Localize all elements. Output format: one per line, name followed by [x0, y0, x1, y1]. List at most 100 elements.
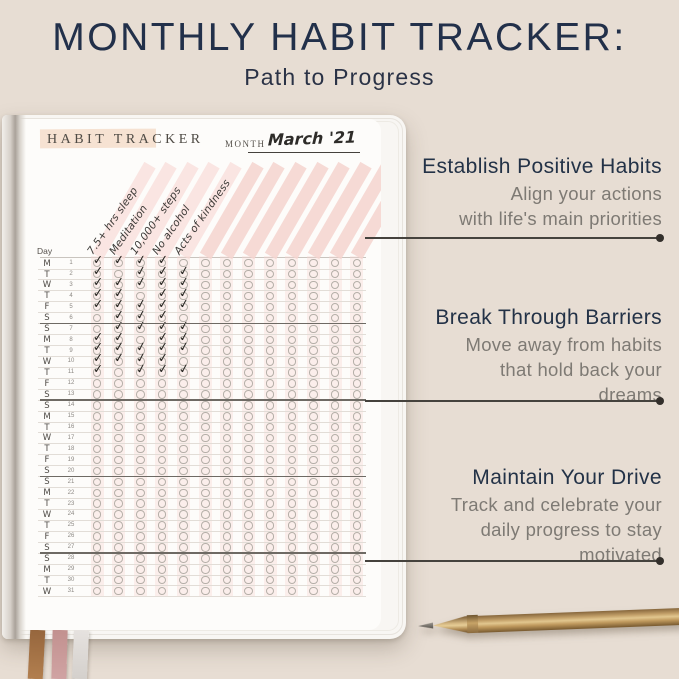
habit-circle [352, 477, 362, 487]
habit-circle [352, 554, 362, 563]
habit-circle [244, 302, 253, 312]
habit-circle [352, 280, 362, 290]
habit-circle [201, 455, 210, 465]
habit-circle [114, 565, 123, 574]
habit-circle [265, 401, 275, 410]
day-row: W 31 [38, 586, 366, 598]
habit-circle [244, 258, 253, 268]
habit-circle [92, 565, 102, 574]
habit-circle [201, 466, 210, 476]
day-number: 29 [67, 566, 75, 573]
annotation-heading: Break Through Barriers [435, 306, 662, 329]
habit-circle [287, 335, 297, 344]
habit-circle [265, 575, 275, 585]
day-of-week: S [44, 542, 50, 553]
habit-circle: ✓ [157, 284, 169, 300]
pointer-dot-icon [656, 397, 664, 405]
habit-circle: ✓ [178, 361, 191, 377]
day-number: 2 [69, 271, 73, 278]
habit-circle [136, 565, 145, 574]
habit-circle [136, 488, 145, 498]
habit-circle [157, 401, 167, 410]
habit-circle [201, 521, 210, 530]
week-separator-line [40, 552, 366, 554]
habit-circle [244, 477, 253, 487]
day-row: F 5 ✓ ✓ ✓ ✓ ✓ [38, 295, 366, 314]
check-mark-icon: ✓ [178, 338, 191, 356]
day-of-week: F [44, 455, 50, 466]
annotation-block: Maintain Your Drive Track and celebrate y… [342, 463, 662, 567]
habit-circle [309, 532, 318, 541]
annotation-text-line: Track and celebrate your [450, 494, 662, 515]
day-of-week: F [44, 302, 50, 313]
day-of-week: T [44, 499, 50, 510]
habit-circle [201, 258, 210, 268]
day-of-week: S [44, 389, 50, 400]
annotation-text-line: with life's main priorities [459, 208, 662, 229]
day-number: 5 [69, 303, 73, 310]
habit-circle [265, 521, 275, 530]
habit-circle [222, 554, 232, 563]
habit-circle: ✓ [178, 284, 191, 300]
day-of-week: T [44, 346, 50, 357]
habit-circle [309, 554, 318, 563]
habit-circle: ✓ [92, 328, 104, 344]
habit-circle [352, 433, 362, 443]
habit-circle [201, 291, 210, 301]
habit-circle [222, 412, 232, 421]
habit-circle: ✓ [157, 328, 169, 344]
day-of-week: W [42, 586, 52, 597]
habit-circle [114, 368, 123, 377]
check-mark-icon: ✓ [134, 273, 148, 290]
pointer-line [365, 237, 662, 239]
habit-circle [352, 346, 362, 355]
pen-cone [433, 616, 468, 634]
habit-circle [265, 422, 275, 432]
habit-circle [92, 521, 102, 530]
habit-circle [222, 258, 232, 268]
habit-circle [114, 521, 123, 530]
habit-circle [244, 346, 253, 355]
annotation-text-line: Align your actions [510, 183, 662, 204]
day-row: S 28 [38, 553, 366, 565]
day-of-week: T [44, 444, 50, 455]
day-number: 23 [67, 500, 75, 507]
habit-circle [309, 368, 318, 377]
habit-circle [244, 269, 253, 279]
habit-circle [179, 521, 188, 530]
habit-circle [179, 532, 188, 541]
habit-circle: ✓ [135, 295, 148, 312]
habit-circle [352, 532, 362, 541]
day-row: T 2 ✓ ✓ ✓ ✓ [38, 262, 366, 281]
annotation-text-line: dreams [598, 384, 662, 405]
habit-circle [179, 543, 188, 552]
journal-spine [2, 115, 26, 639]
habit-circle [244, 357, 253, 366]
habit-circle [309, 444, 318, 454]
habit-circle [179, 488, 188, 498]
habit-circle [179, 455, 188, 465]
habit-circle [157, 575, 167, 585]
habit-circle: ✓ [113, 306, 125, 322]
habit-circle [222, 521, 232, 530]
habit-circle [114, 554, 123, 563]
habit-circle [136, 499, 145, 508]
habit-circle [201, 543, 210, 552]
habit-circle [287, 313, 297, 323]
day-of-week: T [44, 269, 50, 280]
habit-circle [287, 565, 297, 574]
habit-circle [157, 586, 167, 596]
habit-circle [265, 258, 275, 268]
habit-circle [136, 575, 145, 585]
habit-circle [287, 455, 297, 465]
pointer-dot-icon [656, 557, 664, 565]
habit-circle [222, 532, 232, 541]
habit-circle [244, 499, 253, 508]
habit-circle [352, 269, 362, 279]
habit-circle [201, 510, 210, 519]
habit-circle: ✓ [157, 306, 169, 322]
day-column-label: Day [37, 246, 53, 256]
habit-circle [114, 499, 123, 508]
habit-circle [287, 401, 297, 410]
day-number: 16 [67, 424, 75, 431]
